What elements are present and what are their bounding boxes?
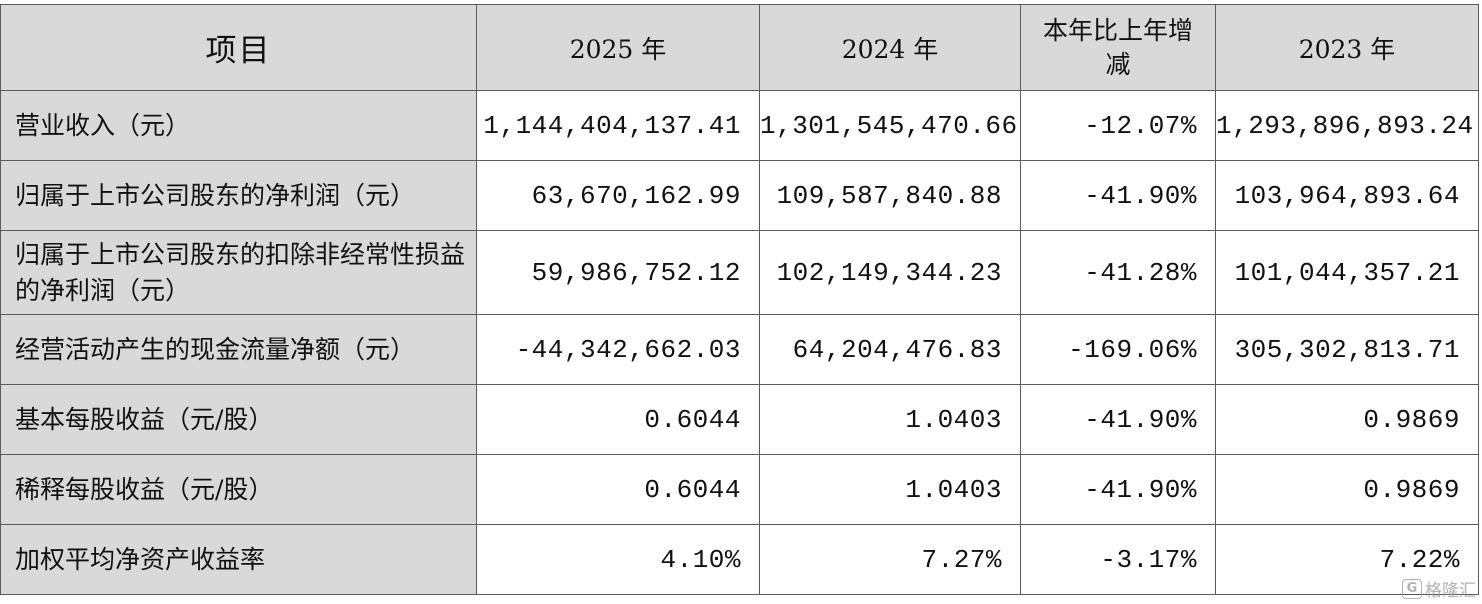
cell-2024: 1,301,545,470.66 bbox=[759, 90, 1021, 161]
row-label: 归属于上市公司股东的扣除非经常性损益的净利润（元） bbox=[0, 230, 477, 315]
table-row: 加权平均净资产收益率 4.10% 7.27% -3.17% 7.22% bbox=[0, 524, 1479, 595]
cell-2025: 63,670,162.99 bbox=[476, 160, 760, 231]
cell-2025: 0.6044 bbox=[476, 454, 760, 525]
table-row: 经营活动产生的现金流量净额（元） -44,342,662.03 64,204,4… bbox=[0, 314, 1479, 385]
cell-2024: 64,204,476.83 bbox=[759, 314, 1021, 385]
cell-change: -41.28% bbox=[1020, 230, 1216, 315]
cell-2023: 103,964,893.64 bbox=[1215, 160, 1479, 231]
cell-2023: 305,302,813.71 bbox=[1215, 314, 1479, 385]
header-2025: 2025 年 bbox=[476, 4, 760, 91]
table-header-row: 项目 2025 年 2024 年 本年比上年增减 2023 年 bbox=[0, 4, 1479, 91]
row-label: 稀释每股收益（元/股） bbox=[0, 454, 477, 525]
cell-2023: 0.9869 bbox=[1215, 454, 1479, 525]
watermark: G 格隆汇 bbox=[1402, 576, 1476, 601]
cell-change: -169.06% bbox=[1020, 314, 1216, 385]
cell-change: -41.90% bbox=[1020, 160, 1216, 231]
table-row: 归属于上市公司股东的净利润（元） 63,670,162.99 109,587,8… bbox=[0, 160, 1479, 231]
row-label: 加权平均净资产收益率 bbox=[0, 524, 477, 595]
cell-2024: 1.0403 bbox=[759, 384, 1021, 455]
cell-change: -41.90% bbox=[1020, 454, 1216, 525]
cell-2024: 102,149,344.23 bbox=[759, 230, 1021, 315]
cell-change: -12.07% bbox=[1020, 90, 1216, 161]
table-row: 基本每股收益（元/股） 0.6044 1.0403 -41.90% 0.9869 bbox=[0, 384, 1479, 455]
cell-2024: 1.0403 bbox=[759, 454, 1021, 525]
row-label: 基本每股收益（元/股） bbox=[0, 384, 477, 455]
cell-2025: 4.10% bbox=[476, 524, 760, 595]
cell-2025: 0.6044 bbox=[476, 384, 760, 455]
cell-2023: 1,293,896,893.24 bbox=[1215, 90, 1479, 161]
cell-2025: -44,342,662.03 bbox=[476, 314, 760, 385]
header-2024: 2024 年 bbox=[759, 4, 1021, 91]
cell-2025: 59,986,752.12 bbox=[476, 230, 760, 315]
table-row: 稀释每股收益（元/股） 0.6044 1.0403 -41.90% 0.9869 bbox=[0, 454, 1479, 525]
table-row: 归属于上市公司股东的扣除非经常性损益的净利润（元） 59,986,752.12 … bbox=[0, 230, 1479, 315]
cell-2023: 0.9869 bbox=[1215, 384, 1479, 455]
cell-2023: 101,044,357.21 bbox=[1215, 230, 1479, 315]
cell-2024: 7.27% bbox=[759, 524, 1021, 595]
cell-2025: 1,144,404,137.41 bbox=[476, 90, 760, 161]
header-yoy-change: 本年比上年增减 bbox=[1020, 4, 1216, 91]
row-label: 经营活动产生的现金流量净额（元） bbox=[0, 314, 477, 385]
header-item: 项目 bbox=[0, 4, 477, 91]
table-row: 营业收入（元） 1,144,404,137.41 1,301,545,470.6… bbox=[0, 90, 1479, 161]
row-label: 营业收入（元） bbox=[0, 90, 477, 161]
gelonghui-logo-icon: G bbox=[1402, 578, 1422, 599]
watermark-text: 格隆汇 bbox=[1425, 581, 1476, 601]
cell-change: -41.90% bbox=[1020, 384, 1216, 455]
cell-2023: 7.22% bbox=[1215, 524, 1479, 595]
header-2023: 2023 年 bbox=[1215, 4, 1479, 91]
cell-change: -3.17% bbox=[1020, 524, 1216, 595]
cell-2024: 109,587,840.88 bbox=[759, 160, 1021, 231]
financial-summary-table: 项目 2025 年 2024 年 本年比上年增减 2023 年 营业收入（元） … bbox=[0, 4, 1479, 595]
row-label: 归属于上市公司股东的净利润（元） bbox=[0, 160, 477, 231]
